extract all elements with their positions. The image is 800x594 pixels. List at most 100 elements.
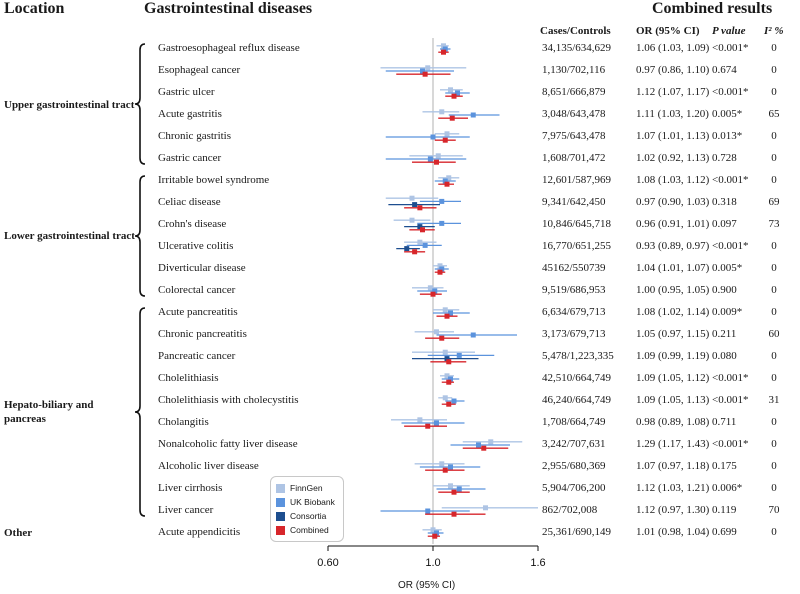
disease-name: Diverticular disease	[158, 262, 246, 274]
point-estimate	[417, 224, 423, 230]
table-row: Pancreatic cancer 5,478/1,223,335 1.09 (0.…	[0, 346, 800, 368]
point-estimate	[470, 112, 476, 118]
point-estimate	[432, 288, 438, 294]
point-estimate	[434, 420, 439, 426]
point-estimate	[427, 156, 433, 162]
table-row: Alcoholic liver disease 2,955/680,369 1.07…	[0, 456, 800, 478]
disease-name: Gastric cancer	[158, 152, 222, 164]
point-estimate	[412, 202, 418, 208]
subheader-i2: I² %	[764, 25, 784, 37]
table-row: Irritable bowel syndrome 12,601/587,969 1.…	[0, 170, 800, 192]
table-row: Colorectal cancer 9,519/686,953 1.00 (0.95…	[0, 280, 800, 302]
p-value: <0.001*	[712, 174, 749, 186]
point-estimate	[437, 263, 443, 269]
cases-controls: 3,048/643,478	[542, 108, 606, 120]
p-value: <0.001*	[712, 240, 749, 252]
point-estimate	[430, 134, 436, 140]
point-estimate	[439, 335, 445, 341]
p-value: 0.005*	[712, 262, 743, 274]
or-ci-value: 1.12 (1.07, 1.17)	[636, 86, 710, 98]
table-row: Celiac disease 9,341/642,450 0.97 (0.90, 1…	[0, 192, 800, 214]
cases-controls: 9,519/686,953	[542, 284, 606, 296]
group-label-upper-gi: Upper gastrointestinal tract	[4, 99, 135, 111]
cases-controls: 3,173/679,713	[542, 328, 606, 340]
p-value: <0.001*	[712, 42, 749, 54]
cases-controls: 1,608/701,472	[542, 152, 606, 164]
cases-controls: 25,361/690,149	[542, 526, 612, 538]
disease-name: Alcoholic liver disease	[158, 460, 259, 472]
cases-controls: 8,651/666,879	[542, 86, 606, 98]
or-ci-value: 1.12 (1.03, 1.21)	[636, 482, 710, 494]
point-estimate	[442, 467, 448, 473]
disease-name: Nonalcoholic fatty liver disease	[158, 438, 298, 450]
legend-swatch	[276, 511, 285, 521]
point-estimate	[448, 483, 453, 489]
i2-value: 65	[768, 108, 780, 120]
group-bracket	[134, 175, 146, 297]
or-ci-value: 0.98 (0.89, 1.08)	[636, 416, 710, 428]
or-ci-value: 1.07 (1.01, 1.13)	[636, 130, 710, 142]
table-row: Crohn's disease 10,846/645,718 0.96 (0.91,…	[0, 214, 800, 236]
disease-name: Ulcerative colitis	[158, 240, 234, 252]
disease-name: Pancreatic cancer	[158, 350, 236, 362]
cases-controls: 5,904/706,200	[542, 482, 606, 494]
or-ci-value: 1.02 (0.92, 1.13)	[636, 152, 710, 164]
point-estimate	[404, 246, 410, 252]
disease-name: Acute pancreatitis	[158, 306, 238, 318]
or-ci-value: 1.05 (0.97, 1.15)	[636, 328, 710, 340]
subheader-or-ci: OR (95% CI)	[636, 25, 700, 37]
point-estimate	[435, 153, 441, 159]
point-estimate	[444, 313, 450, 319]
p-value: <0.001*	[712, 438, 749, 450]
p-value: 0.013*	[712, 130, 743, 142]
disease-name: Crohn's disease	[158, 218, 227, 230]
table-row: Liver cirrhosis 5,904/706,200 1.12 (1.03, …	[0, 478, 800, 500]
point-estimate	[409, 195, 415, 201]
subheader-cases-controls: Cases/Controls	[540, 25, 611, 37]
p-value: 0.009*	[712, 306, 743, 318]
p-value: <0.001*	[712, 372, 749, 384]
table-row: Cholelithiasis with cholecystitis 46,240/…	[0, 390, 800, 412]
p-value: 0.005*	[712, 108, 743, 120]
cases-controls: 1,130/702,116	[542, 64, 606, 76]
point-estimate	[430, 291, 436, 297]
i2-value: 0	[771, 64, 777, 76]
header-location: Location	[4, 0, 65, 17]
or-ci-value: 1.06 (1.03, 1.09)	[636, 42, 710, 54]
or-ci-value: 1.01 (0.98, 1.04)	[636, 526, 710, 538]
legend: FinnGen UK Biobank Consortia Combined	[270, 476, 344, 542]
point-estimate	[432, 533, 438, 539]
disease-name: Esophageal cancer	[158, 64, 241, 76]
legend-label: FinnGen	[290, 483, 323, 493]
cases-controls: 7,975/643,478	[542, 130, 606, 142]
table-row: Chronic gastritis 7,975/643,478 1.07 (1.01…	[0, 126, 800, 148]
table-row: Nonalcoholic fatty liver disease 3,242/70…	[0, 434, 800, 456]
legend-label: Consortia	[290, 511, 327, 521]
table-row: Cholangitis 1,708/664,749 0.98 (0.89, 1.08…	[0, 412, 800, 434]
or-ci-value: 1.29 (1.17, 1.43)	[636, 438, 710, 450]
table-row: Gastric cancer 1,608/701,472 1.02 (0.92, 1…	[0, 148, 800, 170]
group-bracket	[134, 307, 146, 517]
point-estimate	[470, 332, 476, 338]
disease-name: Gastric ulcer	[158, 86, 215, 98]
point-estimate	[425, 508, 431, 514]
i2-value: 31	[768, 394, 780, 406]
point-estimate	[446, 401, 452, 407]
point-estimate	[448, 310, 453, 316]
or-ci-value: 1.04 (1.01, 1.07)	[636, 262, 710, 274]
point-estimate	[420, 68, 425, 74]
legend-label: UK Biobank	[290, 497, 335, 507]
i2-value: 0	[771, 86, 777, 98]
cases-controls: 16,770/651,255	[542, 240, 612, 252]
i2-value: 0	[771, 482, 777, 494]
point-estimate	[437, 269, 443, 275]
point-estimate	[439, 266, 445, 272]
cases-controls: 1,708/664,749	[542, 416, 606, 428]
p-value: 0.175	[712, 460, 737, 472]
cases-controls: 45162/550739	[542, 262, 606, 274]
point-estimate	[456, 486, 462, 492]
point-estimate	[481, 445, 487, 451]
group-label-hepato-biliary: Hepato-biliary and pancreas	[4, 399, 94, 425]
legend-swatch	[276, 525, 285, 535]
cases-controls: 3,242/707,631	[542, 438, 606, 450]
